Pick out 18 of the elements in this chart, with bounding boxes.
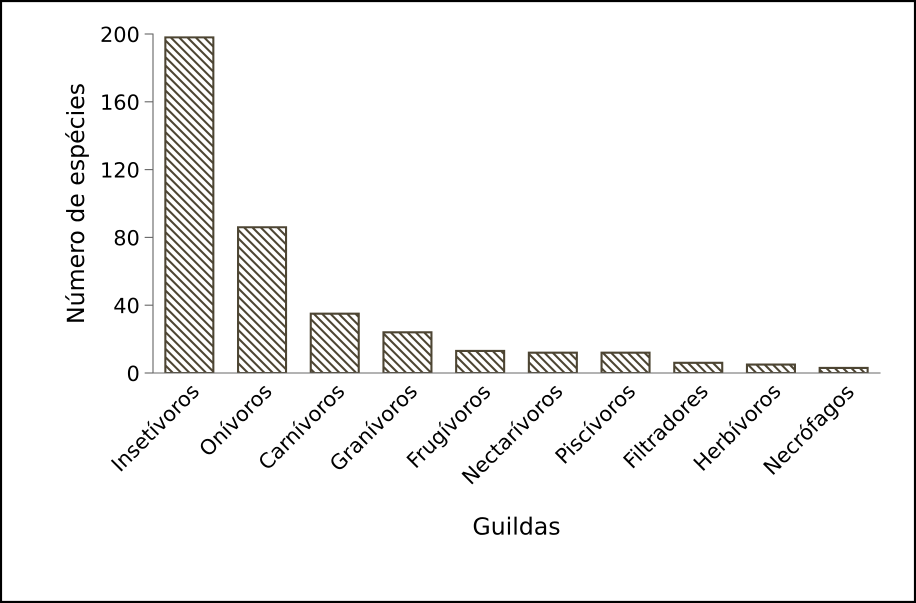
y-tick-label: 0 [128,365,138,382]
x-axis-title: Guildas [474,516,560,535]
bar [310,312,360,373]
y-tick-label: 40 [114,298,138,314]
bar [746,363,796,373]
bar [818,366,869,373]
bar [528,352,578,373]
y-axis-title: Número de espécies [65,84,89,322]
y-tick-label: 80 [114,230,138,246]
y-tick-label: 200 [102,26,138,42]
y-tick-label: 120 [102,162,138,178]
bar [455,350,506,373]
bar [237,226,288,373]
bar [600,352,651,373]
bar [382,331,432,373]
y-tick-label: 160 [102,94,138,110]
bar [673,362,724,373]
bar [164,36,214,373]
